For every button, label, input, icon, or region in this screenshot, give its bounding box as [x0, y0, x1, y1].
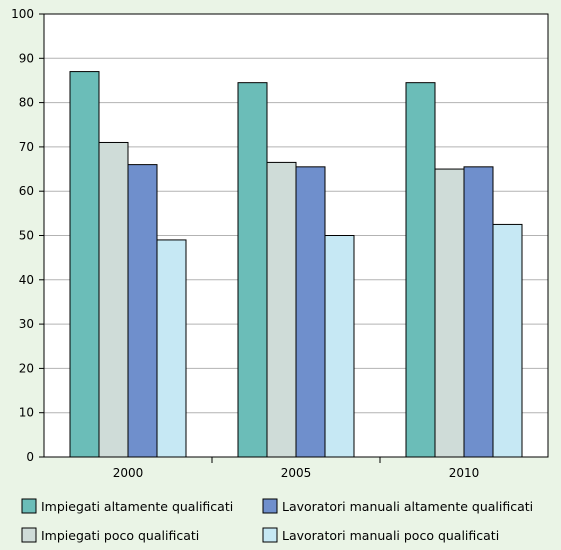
bars	[69, 71, 523, 458]
bar-2000-series-1	[69, 71, 100, 458]
legend-label-series-2: Impiegati poco qualificati	[41, 528, 199, 543]
bar-2010-series-3	[463, 166, 494, 458]
y-tick-label: 10	[19, 406, 34, 420]
bar-2010-series-1	[405, 82, 436, 458]
legend-swatch-series-3	[262, 498, 278, 514]
y-tick-label: 60	[19, 184, 34, 198]
bar-2005-series-4	[324, 235, 355, 458]
plot-frame	[43, 13, 549, 458]
bar-2000-series-3	[127, 164, 158, 458]
legend-swatch-series-2	[21, 527, 37, 543]
x-tick-label: 2010	[449, 466, 480, 480]
y-tick-label: 20	[19, 361, 34, 375]
legend-label-series-3: Lavoratori manuali altamente qualificati	[282, 499, 533, 514]
x-tick-label: 2000	[113, 466, 144, 480]
bar-2000-series-4	[156, 239, 187, 458]
bar-2010-series-4	[492, 223, 523, 458]
legend-swatch-series-4	[262, 527, 278, 543]
y-tick-label: 50	[19, 229, 34, 243]
x-tick-label: 2005	[281, 466, 312, 480]
bar-2010-series-2	[434, 168, 465, 458]
legend-label-series-1: Impiegati altamente qualificati	[41, 499, 233, 514]
y-tick-label: 70	[19, 140, 34, 154]
y-tick-label: 90	[19, 51, 34, 65]
bar-2005-series-1	[237, 82, 268, 458]
bar-2005-series-2	[266, 161, 297, 458]
x-axis: 2000 2005 2010	[113, 457, 480, 480]
bar-2005-series-3	[295, 166, 326, 458]
y-tick-label: 0	[26, 450, 34, 464]
y-axis: 0 10 20 30 40 50 60 70 80 90 100	[11, 7, 44, 464]
y-tick-label: 40	[19, 273, 34, 287]
y-tick-label: 80	[19, 96, 34, 110]
legend: Impiegati altamente qualificati Lavorator…	[21, 498, 533, 543]
legend-swatch-series-1	[21, 498, 37, 514]
legend-label-series-4: Lavoratori manuali poco qualificati	[282, 528, 499, 543]
y-tick-label: 100	[11, 7, 34, 21]
y-tick-label: 30	[19, 317, 34, 331]
bar-2000-series-2	[98, 141, 129, 458]
